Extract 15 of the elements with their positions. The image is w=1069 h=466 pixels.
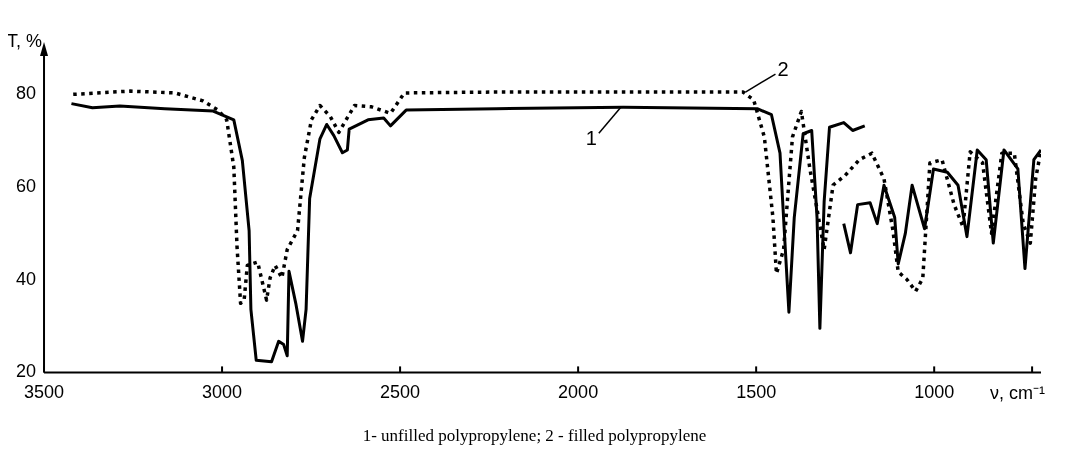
y-tick-label: 60 [15,176,37,196]
y-tick-label: 80 [15,83,37,104]
text: 1- unfilled polypropylene; 2 - filled polypropylene [361,426,708,446]
y-axis-title: T, % [7,30,43,51]
y-tick-label: 20 [15,361,37,382]
x-tick-label: 3000 [202,382,243,403]
annotation: 2 [777,57,789,80]
x-tick-label: 1000 [914,382,955,403]
annotation: 1 [585,126,597,149]
y-tick-label: 40 [15,268,37,289]
x-tick-label: 3500 [24,382,65,403]
x-tick-label: 1500 [736,382,777,403]
x-tick-label: 2000 [558,382,599,403]
x-axis-title: ν, cm⁻¹ [990,383,1045,404]
x-tick-label: 2500 [380,382,421,403]
